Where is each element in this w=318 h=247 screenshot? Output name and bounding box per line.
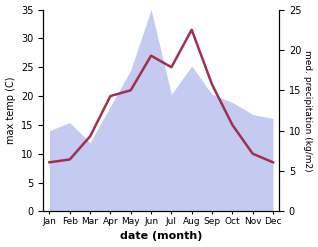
- Y-axis label: med. precipitation (kg/m2): med. precipitation (kg/m2): [303, 50, 313, 171]
- X-axis label: date (month): date (month): [120, 231, 203, 242]
- Y-axis label: max temp (C): max temp (C): [5, 77, 16, 144]
